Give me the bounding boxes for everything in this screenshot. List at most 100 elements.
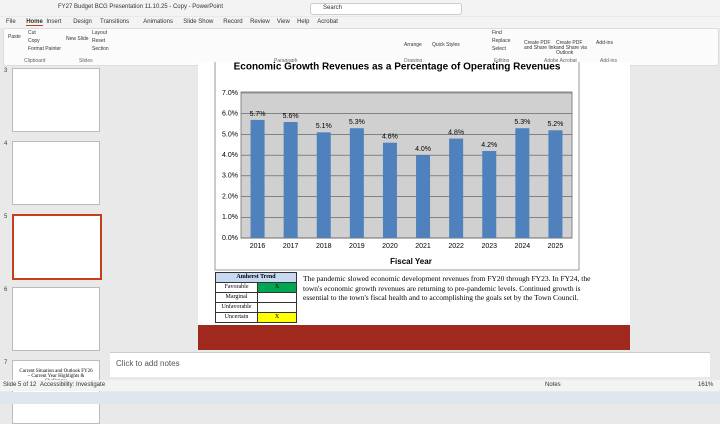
ribbon-button[interactable]: Replace	[492, 38, 511, 44]
data-label: 5.2%	[547, 121, 563, 128]
zoom[interactable]: 161%	[698, 382, 714, 388]
trend-mark	[258, 293, 296, 302]
tab[interactable]: Insert	[46, 19, 62, 25]
ribbon-button[interactable]: Copy	[28, 38, 40, 44]
x-tick-label: 2016	[250, 243, 266, 250]
bar	[515, 128, 530, 238]
x-tick-label: 2017	[283, 243, 299, 250]
data-label: 4.2%	[481, 142, 497, 149]
bar	[316, 132, 331, 238]
data-label: 4.8%	[448, 129, 464, 136]
slide-thumbnail[interactable]	[12, 68, 100, 132]
ribbon-button[interactable]: Create PDF and Share via Outlook	[556, 40, 587, 56]
bar	[250, 119, 265, 238]
x-tick-label: 2018	[316, 243, 332, 250]
slide-count: Slide 5 of 12	[3, 382, 37, 388]
ribbon-button[interactable]: Arrange	[404, 42, 422, 48]
ribbon-button[interactable]: Add-ins	[596, 40, 613, 46]
ribbon-group-label: Paragraph	[274, 58, 298, 64]
trend-row: Unfavorable	[215, 303, 297, 313]
ribbon-button[interactable]: Quick Styles	[432, 42, 460, 48]
data-label: 5.6%	[283, 113, 299, 120]
ribbon-button[interactable]: Find	[492, 30, 502, 36]
status-bar: Slide 5 of 12 Accessibility: Investigate…	[0, 380, 720, 391]
bar	[548, 130, 563, 238]
slide-number: 6	[4, 287, 8, 293]
y-tick-label: 6.0%	[222, 111, 238, 118]
x-tick-label: 2023	[481, 243, 497, 250]
trend-row: Marginal	[215, 293, 297, 303]
ribbon-button[interactable]: Section	[92, 46, 109, 52]
slide-thumbnail[interactable]	[12, 287, 100, 351]
data-label: 5.7%	[250, 111, 266, 118]
bar	[416, 155, 431, 238]
tab[interactable]: Record	[223, 19, 243, 25]
x-tick-label: 2025	[548, 243, 564, 250]
bar	[449, 138, 464, 238]
y-tick-label: 5.0%	[222, 131, 238, 138]
ribbon-group-label: Adobe Acrobat	[544, 58, 577, 64]
thumbnail-pane: 3 4 5 6 7 Current Situation and Outlook FY26 …	[0, 66, 108, 424]
trend-row: Favorable X	[215, 283, 297, 293]
tab[interactable]: Design	[73, 19, 92, 25]
ribbon-button[interactable]: Reset	[92, 38, 106, 44]
x-tick-label: 2021	[415, 243, 431, 250]
tab[interactable]: View	[276, 19, 290, 25]
tab[interactable]: Home	[26, 19, 43, 26]
slide-thumbnail[interactable]	[12, 141, 100, 205]
trend-label: Favorable	[216, 283, 258, 292]
tab[interactable]: Transitions	[100, 19, 130, 25]
trend-table: Amherst Trend Favorable X Marginal Unfavorab…	[215, 272, 297, 323]
notes-pane[interactable]: Click to add notes	[110, 352, 710, 377]
ribbon-button[interactable]: Create PDF and Share link	[524, 40, 556, 51]
y-tick-label: 2.0%	[222, 193, 238, 200]
tab-bar: File Home Insert Design Transitions Animation…	[0, 17, 720, 28]
tab[interactable]: Review	[250, 19, 270, 25]
ribbon-button[interactable]: New Slide	[66, 36, 89, 42]
notes-placeholder: Click to add notes	[116, 359, 180, 368]
data-label: 5.1%	[316, 123, 332, 130]
x-tick-label: 2019	[349, 243, 365, 250]
bar	[382, 142, 397, 238]
taskbar	[0, 392, 720, 404]
ribbon-group-label: Slides	[79, 58, 93, 64]
tab[interactable]: Help	[297, 19, 310, 25]
search-box[interactable]: Search	[310, 3, 462, 15]
ribbon-button[interactable]: Format Painter	[28, 46, 62, 52]
slide-number: 5	[4, 214, 8, 220]
slide-number: 4	[4, 141, 8, 147]
chart: Economic Growth Revenues as a Percentage…	[214, 62, 580, 271]
window-title: FY27 Budget BCG Presentation 11.10.25 - …	[58, 4, 223, 10]
y-tick-label: 3.0%	[222, 173, 238, 180]
y-tick-label: 7.0%	[222, 90, 238, 97]
x-tick-label: 2022	[448, 243, 464, 250]
slide-thumbnail[interactable]	[12, 214, 102, 280]
data-label: 4.6%	[382, 134, 398, 141]
accessibility[interactable]: Accessibility: Investigate	[40, 382, 106, 388]
footer-band	[198, 325, 630, 350]
ribbon-button[interactable]: Cut	[28, 30, 36, 36]
tab[interactable]: File	[6, 19, 16, 25]
trend-mark: X	[258, 313, 296, 322]
ribbon-button[interactable]: Select	[492, 46, 506, 52]
ribbon-group-label: Clipboard	[24, 58, 46, 64]
ribbon-button[interactable]: Layout	[92, 30, 108, 36]
trend-header: Amherst Trend	[215, 272, 297, 283]
tab[interactable]: Slide Show	[183, 19, 214, 25]
ribbon-group-label: Drawing	[404, 58, 423, 64]
trend-label: Unfavorable	[216, 303, 258, 312]
ribbon-group-label: Add-ins	[600, 58, 617, 64]
ribbon-button[interactable]: Paste	[8, 34, 21, 40]
trend-mark	[258, 303, 296, 312]
ribbon: Paste Cut Copy Format Painter New Slide Layou…	[3, 28, 719, 66]
search-label: Search	[323, 5, 343, 11]
tab[interactable]: Animations	[143, 19, 173, 25]
trend-row: Uncertain X	[215, 313, 297, 323]
title-bar: FY27 Budget BCG Presentation 11.10.25 - …	[0, 0, 720, 16]
data-label: 5.3%	[349, 119, 365, 126]
y-tick-label: 1.0%	[222, 214, 238, 221]
tab[interactable]: Acrobat	[317, 19, 338, 25]
notes-button[interactable]: Notes	[545, 382, 561, 388]
bar	[349, 128, 364, 238]
